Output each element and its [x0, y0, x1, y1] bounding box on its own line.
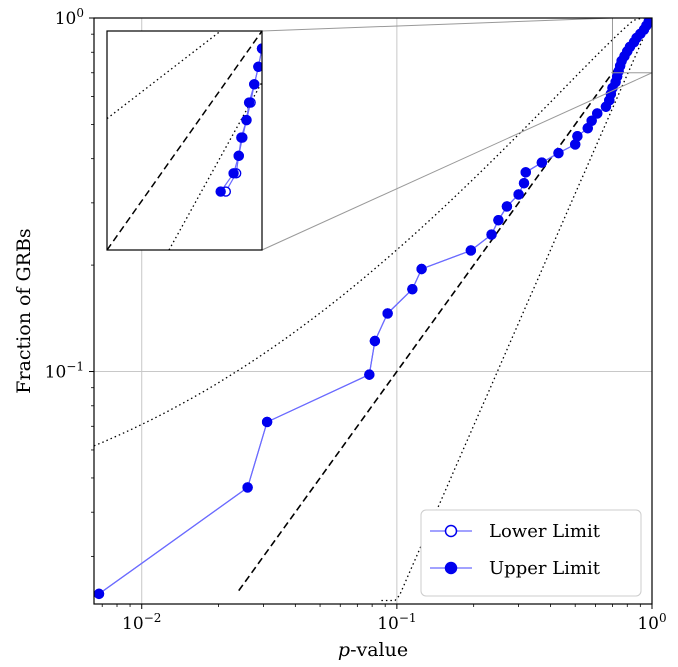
upper-limit-point-4: [369, 335, 381, 347]
upper-limit-point-40: [645, 18, 652, 24]
upper-limit-point-18: [572, 131, 583, 142]
plot-frame: [93, 17, 653, 605]
inset-upper-limit-point-7: [253, 61, 262, 72]
upper-limit-point-13: [518, 177, 530, 189]
x-tick-label-2: 100: [637, 611, 666, 634]
upper-limit-point-5: [382, 308, 393, 319]
upper-limit-point-14: [520, 167, 531, 178]
upper-limit-point-12: [513, 189, 524, 200]
upper-limit-point-8: [465, 245, 477, 256]
zoom-connector-top: [261, 17, 613, 32]
upper-limit-point-16: [553, 147, 564, 159]
inset-upper-limit-point-5: [243, 97, 255, 108]
legend-marker-lower: [444, 524, 458, 538]
inset-upper-limit-point-2: [233, 150, 244, 162]
ticks: 10−2 10−1 100 10−1 100: [45, 6, 667, 634]
expected-diagonal-line: [238, 18, 652, 592]
series-layer: [94, 18, 652, 600]
x-tick-label-0: 10−2: [122, 611, 161, 634]
legend-label-lower: Lower Limit: [489, 521, 601, 542]
upper-limit-point-10: [493, 214, 504, 226]
legend-marker-upper: [444, 561, 458, 575]
x-tick-label-1: 10−1: [377, 611, 416, 634]
inset-upper-limit-point-6: [249, 79, 260, 90]
y-axis-label: Fraction of GRBs: [13, 228, 35, 393]
upper-limit-point-9: [486, 229, 497, 240]
inset-upper-band: [107, 31, 222, 120]
upper-limit-point-20: [586, 115, 597, 126]
zoom-connector-bottom: [261, 72, 653, 251]
inset-lower-band: [168, 81, 262, 250]
reference-lines: [94, 18, 652, 602]
upper-limit-point-2: [261, 416, 273, 428]
inset-upper-limit-point-3: [236, 132, 247, 143]
legend-box: [420, 509, 642, 597]
inset-upper-limit-point-4: [241, 114, 252, 126]
inset-upper-limit-point-0: [215, 186, 226, 197]
upper-limit-point-1: [242, 482, 253, 493]
zoom-indicator: [261, 17, 653, 251]
upper-limit-point-0: [94, 588, 105, 600]
inset-upper-limit-point-1: [228, 168, 239, 179]
upper-limit-point-21: [592, 108, 603, 119]
upper-limit-point-15: [536, 157, 548, 168]
y-tick-label-0: 10−1: [45, 360, 84, 383]
x-axis-label-suffix: -value: [350, 639, 408, 661]
y-tick-label-1: 100: [55, 6, 84, 29]
inset-plot: [107, 31, 262, 250]
upper-limit-point-7: [416, 263, 427, 275]
legend: Lower Limit Upper Limit: [420, 509, 642, 597]
x-axis-label: p-value: [338, 639, 408, 661]
x-axis-label-var: p: [338, 639, 350, 661]
upper-limit-point-3: [364, 369, 375, 380]
legend-label-upper: Upper Limit: [489, 558, 601, 579]
inset-upper-limit-point-8: [256, 43, 262, 54]
inset-frame: [106, 30, 263, 251]
upper-limit-point-6: [407, 283, 418, 295]
inset-diagonal-line: [107, 31, 262, 250]
upper-limit-point-11: [501, 201, 513, 212]
